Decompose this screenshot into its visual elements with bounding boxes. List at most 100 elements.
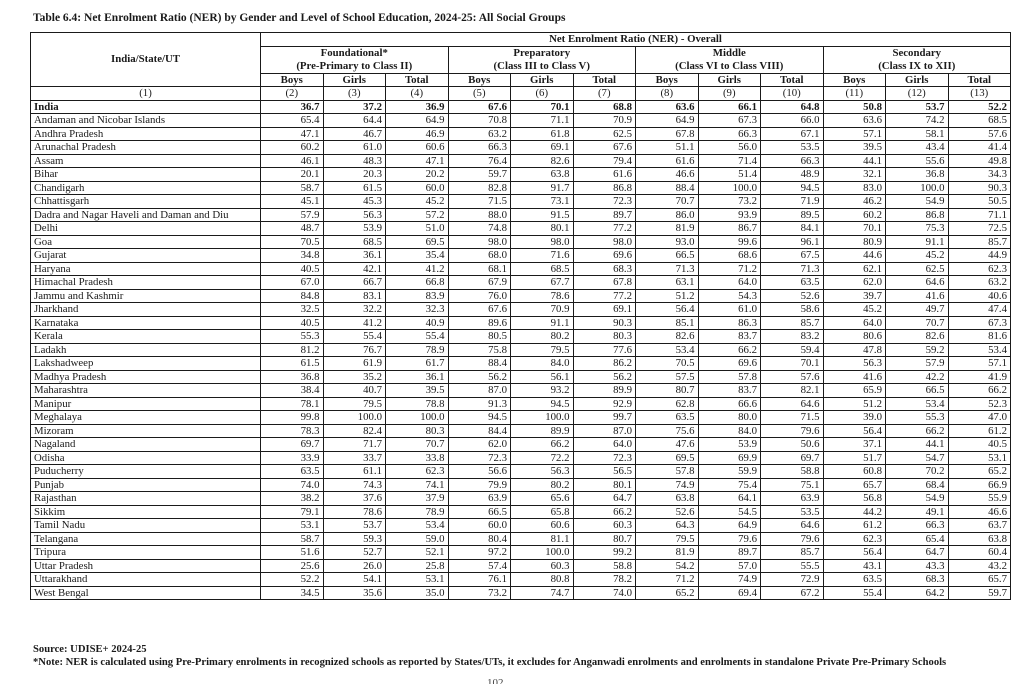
state-name: Delhi (30, 221, 261, 236)
ner-value: 45.3 (322, 194, 386, 209)
ner-value: 66.3 (885, 518, 949, 533)
ner-value: 66.6 (697, 396, 761, 411)
ner-value: 62.5 (885, 261, 949, 276)
state-name: Maharashtra (30, 383, 261, 398)
ner-value: 62.3 (385, 464, 449, 479)
ner-value: 78.8 (385, 396, 449, 411)
state-name: Punjab (30, 477, 261, 492)
state-name: Nagaland (30, 437, 261, 452)
ner-value: 72.2 (510, 450, 574, 465)
column-number: (9) (697, 86, 761, 101)
table-row: West Bengal 34.5 35.6 35.0 73.2 74.7 74.0 65.2 6… (30, 585, 1012, 600)
ner-value: 36.8 (260, 369, 324, 384)
ner-value: 60.3 (572, 518, 636, 533)
group-range: (Pre-Primary to Class II) (296, 59, 413, 72)
ner-value: 58.8 (572, 558, 636, 573)
ner-value: 81.9 (635, 545, 699, 560)
ner-value: 68.5 (510, 261, 574, 276)
ner-value: 63.6 (822, 113, 886, 128)
overall-header: Net Enrolment Ratio (NER) - Overall (259, 32, 1012, 47)
ner-value: 56.3 (322, 207, 386, 222)
ner-value: 89.7 (572, 207, 636, 222)
ner-value: 51.2 (635, 288, 699, 303)
ner-value: 66.0 (760, 113, 824, 128)
ner-value: 40.5 (260, 315, 324, 330)
ner-value: 78.2 (572, 572, 636, 587)
col-header-boys: Boys (822, 72, 886, 87)
ner-value: 71.9 (760, 194, 824, 209)
ner-value: 44.1 (885, 437, 949, 452)
ner-value: 50.6 (760, 437, 824, 452)
ner-value: 36.7 (260, 99, 324, 114)
ner-value: 46.9 (385, 126, 449, 141)
table-row: Chandigarh 58.7 61.5 60.0 82.8 91.7 86.8 88.4 10… (30, 180, 1012, 195)
ner-value: 48.7 (260, 221, 324, 236)
state-name: Telangana (30, 531, 261, 546)
table-row: Nagaland 69.7 71.7 70.7 62.0 66.2 64.0 47.6 53.9… (30, 437, 1012, 452)
ner-value: 52.2 (947, 99, 1012, 114)
ner-value: 57.9 (260, 207, 324, 222)
ner-value: 99.8 (260, 410, 324, 425)
ner-value: 82.6 (635, 329, 699, 344)
ner-value: 64.6 (760, 396, 824, 411)
ner-value: 53.5 (760, 140, 824, 155)
ner-value: 79.5 (510, 342, 574, 357)
ner-value: 60.4 (947, 545, 1012, 560)
ner-value: 61.8 (510, 126, 574, 141)
ner-value: 68.5 (947, 113, 1012, 128)
ner-value: 63.5 (635, 410, 699, 425)
ner-value: 93.2 (510, 383, 574, 398)
table-row: Tamil Nadu 53.1 53.7 53.4 60.0 60.6 60.3 64.3 64… (30, 518, 1012, 533)
ner-value: 67.8 (572, 275, 636, 290)
ner-value: 47.0 (947, 410, 1012, 425)
ner-value: 91.5 (510, 207, 574, 222)
table-row: Telangana 58.7 59.3 59.0 80.4 81.1 80.7 79.5 79.… (30, 531, 1012, 546)
group-name: Secondary (892, 47, 942, 59)
ner-value: 83.2 (760, 329, 824, 344)
ner-value: 62.8 (635, 396, 699, 411)
ner-value: 93.0 (635, 234, 699, 249)
ner-value: 74.3 (322, 477, 386, 492)
ner-value: 48.9 (760, 167, 824, 182)
ner-value: 59.7 (447, 167, 511, 182)
ner-value: 52.6 (635, 504, 699, 519)
ner-value: 60.6 (385, 140, 449, 155)
ner-value: 79.6 (760, 531, 824, 546)
ner-value: 63.2 (947, 275, 1012, 290)
ner-value: 55.9 (947, 491, 1012, 506)
ner-value: 64.3 (635, 518, 699, 533)
ner-value: 54.3 (697, 288, 761, 303)
ner-value: 91.7 (510, 180, 574, 195)
source-line: Source: UDISE+ 2024-25 (33, 644, 147, 655)
ner-value: 66.2 (947, 383, 1012, 398)
state-name: Gujarat (30, 248, 261, 263)
ner-value: 54.5 (697, 504, 761, 519)
ner-value: 71.5 (760, 410, 824, 425)
state-name: Himachal Pradesh (30, 275, 261, 290)
state-name: India (30, 99, 261, 114)
ner-value: 64.8 (760, 99, 824, 114)
ner-value: 64.1 (697, 491, 761, 506)
ner-value: 52.7 (322, 545, 386, 560)
ner-value: 75.6 (635, 423, 699, 438)
column-number: (5) (447, 86, 511, 101)
ner-value: 34.5 (260, 585, 324, 600)
ner-value: 69.9 (697, 450, 761, 465)
ner-value: 75.8 (447, 342, 511, 357)
ner-value: 79.5 (322, 396, 386, 411)
ner-value: 54.9 (885, 194, 949, 209)
ner-value: 84.0 (510, 356, 574, 371)
ner-value: 38.4 (260, 383, 324, 398)
ner-value: 56.3 (510, 464, 574, 479)
ner-value: 67.2 (760, 585, 824, 600)
ner-value: 50.5 (947, 194, 1012, 209)
ner-value: 46.6 (635, 167, 699, 182)
table-row: Chhattisgarh 45.1 45.3 45.2 71.5 73.1 72.3 70.7… (30, 194, 1012, 209)
ner-value: 67.5 (760, 248, 824, 263)
table-row: Karnataka 40.5 41.2 40.9 89.6 91.1 90.3 85.1 86.… (30, 315, 1012, 330)
ner-value: 100.0 (322, 410, 386, 425)
table-row: Meghalaya 99.8 100.0 100.0 94.5 100.0 99.7 63.5… (30, 410, 1012, 425)
ner-value: 97.2 (447, 545, 511, 560)
ner-value: 58.7 (260, 531, 324, 546)
col-header-total: Total (760, 72, 824, 87)
